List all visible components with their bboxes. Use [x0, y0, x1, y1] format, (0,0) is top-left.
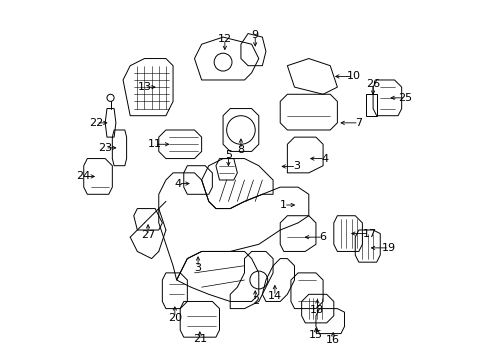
- Text: 9: 9: [251, 30, 258, 40]
- Text: 14: 14: [267, 291, 282, 301]
- Text: 3: 3: [292, 161, 299, 171]
- Text: 3: 3: [194, 262, 201, 273]
- Text: 5: 5: [224, 150, 231, 160]
- Text: 6: 6: [319, 232, 326, 242]
- Text: 15: 15: [308, 330, 322, 341]
- Text: 19: 19: [381, 243, 395, 253]
- Text: 4: 4: [175, 179, 182, 189]
- Text: 1: 1: [280, 200, 287, 210]
- Text: 20: 20: [167, 312, 182, 323]
- Text: 26: 26: [366, 78, 379, 89]
- Text: 21: 21: [192, 334, 206, 344]
- Text: 24: 24: [77, 171, 91, 181]
- Text: 25: 25: [397, 93, 411, 103]
- Text: 4: 4: [321, 154, 328, 163]
- Text: 2: 2: [251, 296, 258, 306]
- Text: 11: 11: [147, 139, 161, 149]
- Text: 16: 16: [325, 335, 339, 345]
- Text: 27: 27: [141, 230, 155, 240]
- Text: 22: 22: [89, 118, 103, 128]
- Text: 7: 7: [354, 118, 362, 128]
- Text: 10: 10: [346, 71, 360, 81]
- Text: 13: 13: [137, 82, 151, 92]
- Text: 17: 17: [362, 229, 376, 239]
- Text: 23: 23: [98, 143, 112, 153]
- Text: 12: 12: [217, 34, 231, 44]
- Text: 18: 18: [310, 305, 324, 315]
- Text: 8: 8: [237, 145, 244, 155]
